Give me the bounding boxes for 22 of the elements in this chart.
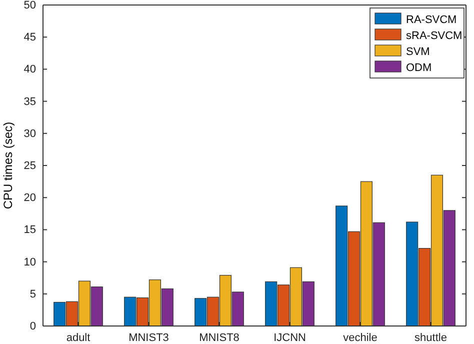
- y-tick-label: 45: [24, 32, 36, 44]
- x-tick-label: vechile: [343, 332, 378, 344]
- y-tick-label: 15: [24, 224, 36, 236]
- y-tick-label: 40: [24, 64, 36, 76]
- y-tick-label: 5: [30, 288, 36, 300]
- x-tick-label: MNIST8: [199, 332, 240, 344]
- y-tick-label: 0: [30, 320, 36, 333]
- x-tick-label: MNIST3: [128, 332, 169, 344]
- y-tick-label: 25: [24, 160, 36, 172]
- y-tick-label: 50: [24, 0, 36, 12]
- legend-label: sRA-SVCM: [406, 30, 462, 42]
- y-axis-title: CPU times (sec): [1, 122, 15, 210]
- legend-label: RA-SVCM: [406, 14, 457, 26]
- legend-label: ODM: [406, 62, 432, 74]
- y-tick-label: 30: [24, 128, 36, 140]
- legend-label: SVM: [406, 46, 430, 58]
- x-tick-label: IJCNN: [274, 332, 306, 344]
- x-tick-label: adult: [66, 332, 90, 344]
- y-tick-label: 35: [24, 96, 36, 108]
- y-tick-label: 10: [24, 256, 36, 268]
- x-tick-label: shuttle: [414, 332, 447, 344]
- y-tick-label: 20: [24, 192, 36, 204]
